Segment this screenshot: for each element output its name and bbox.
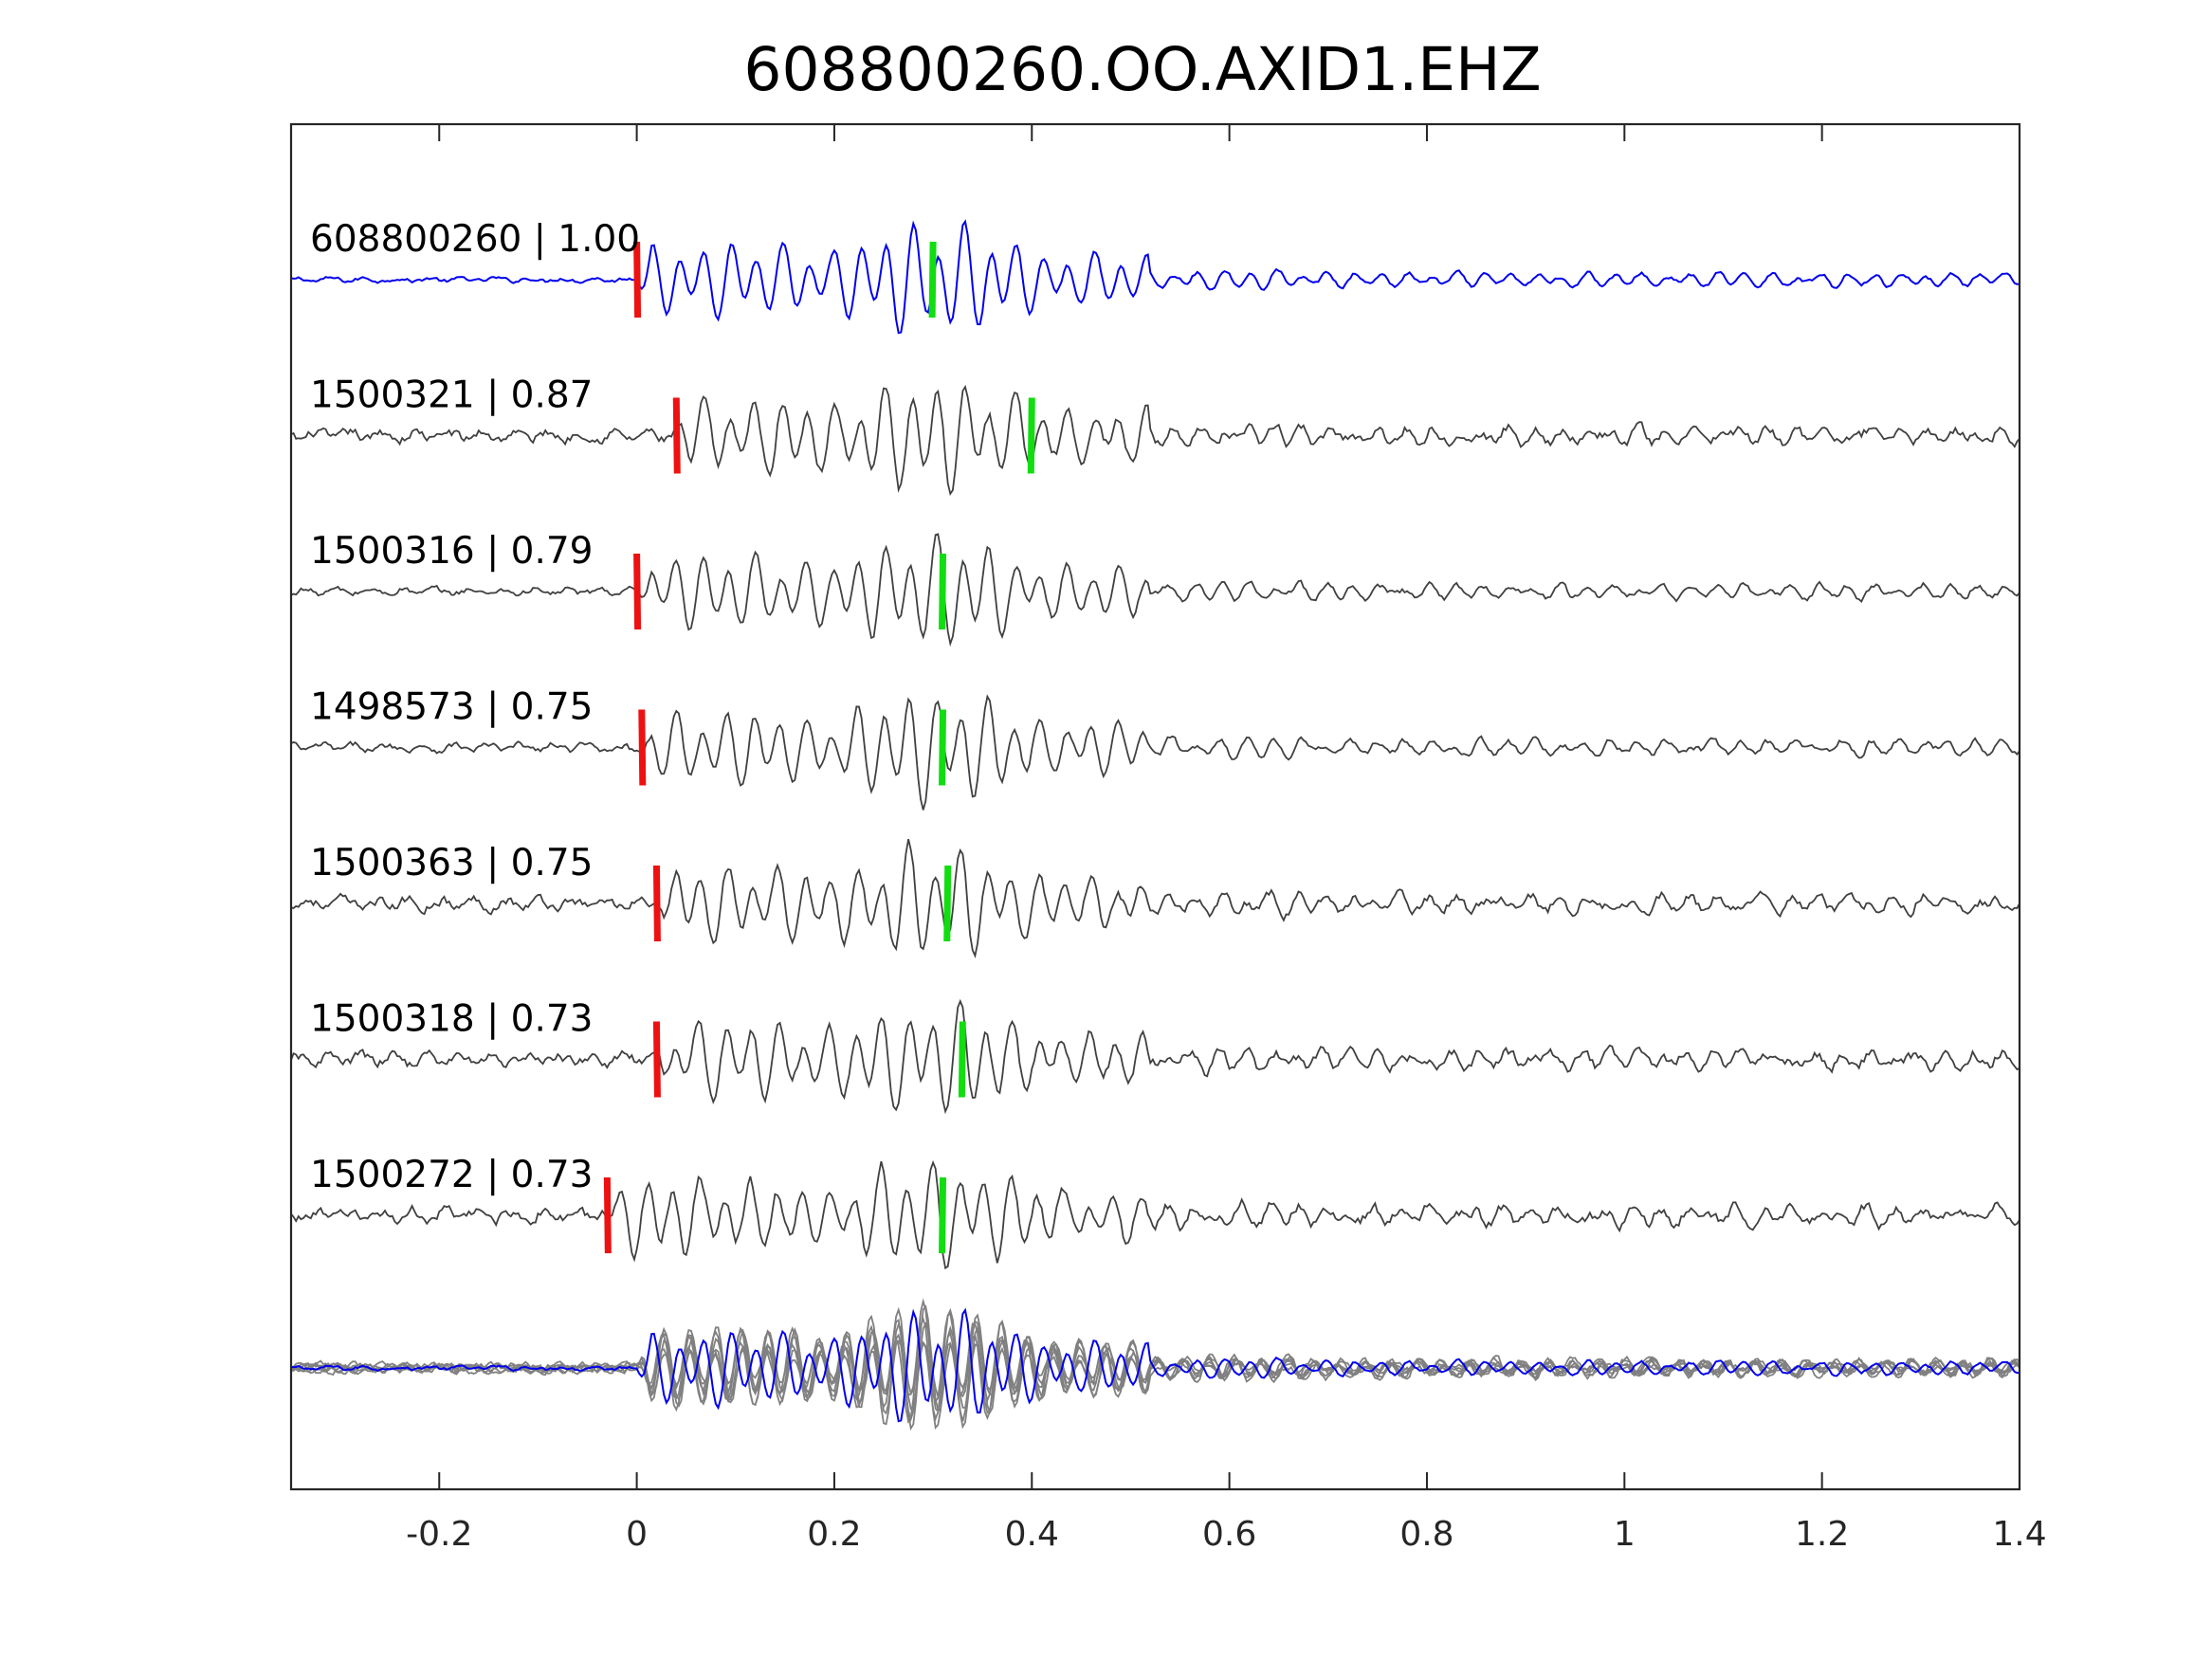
x-tick-label: 1.4: [1992, 1515, 2046, 1554]
p-pick-marker-1500318: [652, 1021, 661, 1098]
waveform-trace-1500272: [292, 1159, 2019, 1270]
trace-label-1498573: 1498573 | 0.75: [310, 686, 593, 729]
x-tick-label: 0.6: [1202, 1515, 1256, 1554]
waveform-trace-1500363: [292, 838, 2019, 958]
chart-title: 608800260.OO.AXID1.EHZ: [743, 35, 1541, 104]
stack-trace-1500272: [292, 1298, 2019, 1424]
trace-label-1500363: 1500363 | 0.75: [310, 842, 593, 884]
stack-trace-master: [292, 1307, 2019, 1423]
stack-overlay: [292, 1298, 2019, 1431]
trace-label-1500316: 1500316 | 0.79: [310, 530, 593, 573]
x-tick-label: 0.8: [1399, 1515, 1453, 1554]
p-pick-marker-1500321: [672, 397, 681, 474]
s-pick-marker-608800260: [928, 241, 937, 319]
trace-label-608800260: 608800260 | 1.00: [310, 218, 640, 261]
p-pick-marker-1500363: [652, 865, 661, 942]
p-pick-marker-608800260: [633, 241, 642, 319]
p-pick-marker-1500316: [633, 553, 642, 630]
s-pick-marker-1500321: [1027, 397, 1035, 474]
waveform-trace-608800260: [292, 219, 2019, 335]
x-tick-label: 1: [1614, 1515, 1636, 1554]
x-tick-label: 0.4: [1005, 1515, 1059, 1554]
p-pick-marker-1500272: [603, 1176, 612, 1254]
waveform-trace-1498573: [292, 694, 2019, 811]
traces-layer: [292, 219, 2019, 1270]
waveform-trace-1500316: [292, 533, 2019, 647]
trace-label-1500318: 1500318 | 0.73: [310, 998, 593, 1041]
plot-area: [289, 122, 2021, 1491]
s-pick-marker-1500363: [943, 865, 952, 942]
p-pick-marker-1498573: [638, 709, 647, 786]
waveform-trace-1500318: [292, 998, 2019, 1115]
x-axis: -0.2 0 0.2 0.4 0.6 0.8 1 1.2 1.4: [406, 124, 2047, 1554]
x-tick-label: 0: [626, 1515, 648, 1554]
s-pick-marker-1500272: [939, 1176, 947, 1254]
trace-label-1500321: 1500321 | 0.87: [310, 374, 593, 417]
trace-labels: 608800260 | 1.00 1500321 | 0.87 1500316 | …: [310, 218, 640, 1196]
x-tick-label: -0.2: [406, 1515, 472, 1554]
trace-label-1500272: 1500272 | 0.73: [310, 1154, 593, 1196]
phase-picks: [603, 241, 1035, 1254]
x-tick-label: 1.2: [1795, 1515, 1849, 1554]
s-pick-marker-1500316: [939, 553, 947, 630]
x-tick-label: 0.2: [807, 1515, 861, 1554]
waveform-trace-1500321: [292, 384, 2019, 496]
s-pick-marker-1500318: [958, 1021, 966, 1098]
s-pick-marker-1498573: [939, 709, 947, 786]
